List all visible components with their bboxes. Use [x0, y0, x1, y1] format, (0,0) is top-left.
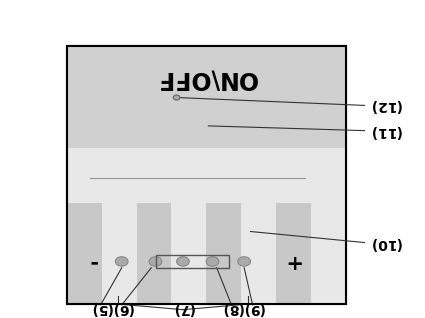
Bar — [276, 203, 311, 304]
Text: (7): (7) — [172, 301, 194, 315]
Bar — [67, 148, 346, 203]
Bar — [67, 45, 346, 304]
Bar — [67, 203, 102, 304]
Circle shape — [149, 257, 162, 266]
Circle shape — [177, 257, 189, 266]
Text: -: - — [88, 252, 96, 272]
Text: (9): (9) — [241, 301, 264, 315]
Bar — [171, 203, 206, 304]
Bar — [311, 203, 346, 304]
Text: ON\OFF: ON\OFF — [156, 66, 257, 91]
Bar — [102, 203, 136, 304]
Text: (12): (12) — [369, 98, 401, 112]
Bar — [206, 203, 241, 304]
Text: (11): (11) — [369, 124, 401, 138]
Text: (8): (8) — [220, 301, 243, 315]
Bar — [67, 45, 346, 148]
Circle shape — [116, 257, 128, 266]
Text: (5): (5) — [89, 301, 112, 315]
Circle shape — [173, 95, 180, 100]
Text: (10): (10) — [369, 236, 401, 250]
Text: +: + — [282, 252, 300, 272]
Circle shape — [206, 257, 219, 266]
Text: (6): (6) — [110, 301, 133, 315]
Bar — [241, 203, 276, 304]
Bar — [67, 45, 346, 304]
Bar — [136, 203, 171, 304]
Circle shape — [238, 257, 250, 266]
Bar — [156, 254, 230, 268]
